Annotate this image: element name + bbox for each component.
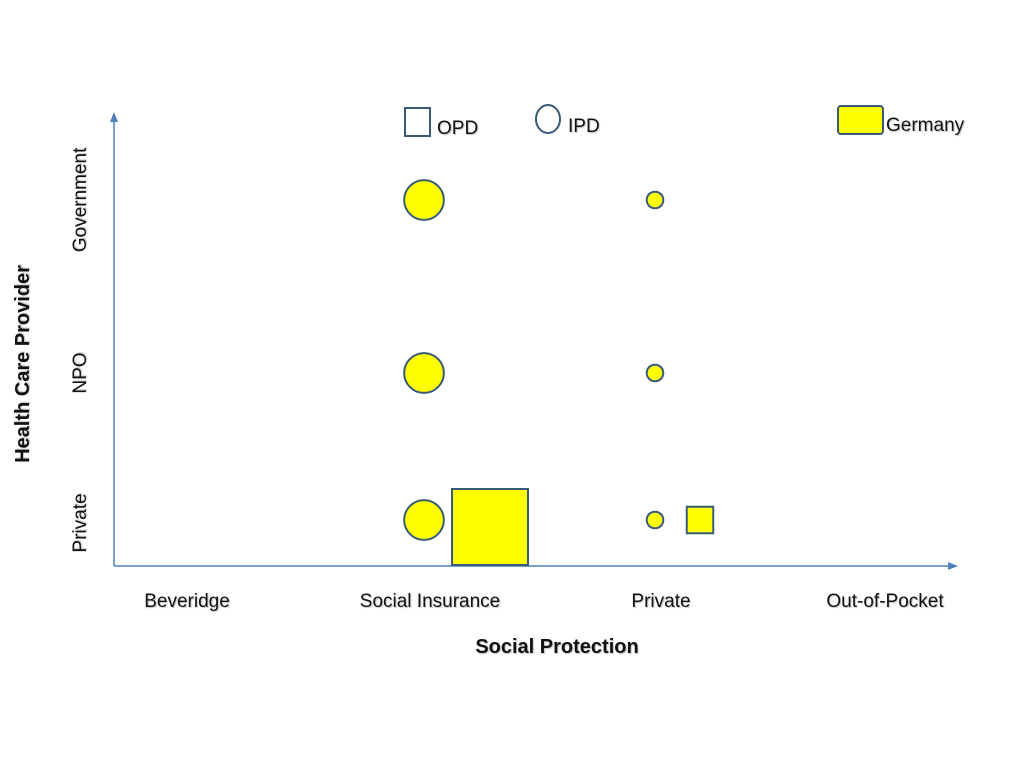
point-square-private-private xyxy=(685,505,715,535)
data-points xyxy=(403,179,715,566)
point-circle-private-private xyxy=(645,510,665,530)
point-circle-private-government xyxy=(645,190,665,210)
point-circle-private-npo xyxy=(645,363,665,383)
y-axis-title: Health Care Provider xyxy=(12,265,34,463)
y-tick-label-government: Government xyxy=(70,147,91,252)
y-category-labels: Private NPO Government xyxy=(70,147,91,553)
legend: OPD IPD Germany xyxy=(404,104,965,139)
point-circle-social-insurance-npo xyxy=(403,352,445,394)
legend-ipd-label: IPD xyxy=(568,116,600,137)
x-tick-label-private: Private xyxy=(631,591,690,612)
legend-germany-label: Germany xyxy=(886,115,965,136)
x-tick-label-social-insurance: Social Insurance xyxy=(360,591,500,612)
legend-opd-label: OPD xyxy=(437,118,478,139)
legend-ipd-circle-icon xyxy=(535,104,561,134)
y-tick-label-private: Private xyxy=(70,493,91,552)
x-tick-label-beveridge: Beveridge xyxy=(144,591,230,612)
legend-opd-square-icon xyxy=(404,107,431,137)
legend-germany-swatch xyxy=(837,105,884,135)
point-circle-social-insurance-private xyxy=(403,499,445,541)
x-tick-label-out-of-pocket: Out-of-Pocket xyxy=(826,591,944,612)
point-circle-social-insurance-government xyxy=(403,179,445,221)
x-category-labels: Beveridge Social Insurance Private Out-of-P… xyxy=(144,591,944,612)
point-square-social-insurance-private xyxy=(451,488,529,566)
x-axis-title: Social Protection xyxy=(475,636,638,658)
y-tick-label-npo: NPO xyxy=(70,352,91,393)
